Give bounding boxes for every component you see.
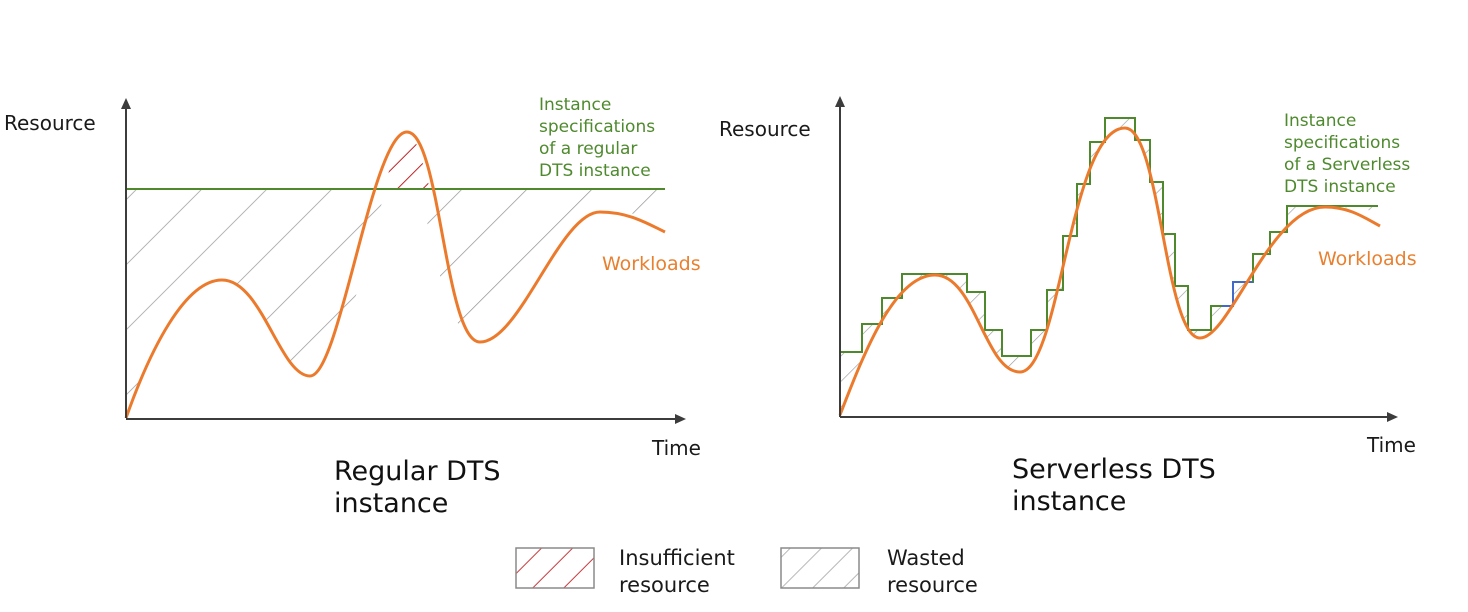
right-workload-label: Workloads xyxy=(1318,248,1417,270)
right-caption-line2: instance xyxy=(1012,486,1126,517)
left-spec-label-line1: Instance xyxy=(539,95,611,115)
right-spec-label-line4: DTS instance xyxy=(1284,177,1396,197)
right-chart: Resource Time Instance specifications of… xyxy=(719,96,1417,517)
left-workload-curve xyxy=(124,130,666,419)
right-spec-label-line3: of a Serverless xyxy=(1284,155,1410,175)
left-y-axis-label: Resource xyxy=(4,111,96,135)
right-spec-step-line xyxy=(840,117,1378,357)
left-insufficient-area xyxy=(385,132,430,189)
left-caption-line1: Regular DTS xyxy=(334,456,501,487)
left-x-axis-arrow xyxy=(675,414,686,424)
right-caption-line1: Serverless DTS xyxy=(1012,454,1216,485)
right-spec-label-line1: Instance xyxy=(1284,111,1356,131)
left-spec-label-line2: specifications xyxy=(539,117,655,137)
right-spec-label-line2: specifications xyxy=(1284,133,1400,153)
left-wasted-area xyxy=(126,189,665,418)
right-y-axis-label: Resource xyxy=(719,117,811,141)
right-y-axis-arrow xyxy=(835,96,845,107)
right-workload-curve xyxy=(838,126,1381,416)
left-workload-label: Workloads xyxy=(602,253,701,275)
legend-insufficient-line2: resource xyxy=(619,573,710,597)
right-x-axis-label: Time xyxy=(1366,433,1416,457)
legend-insufficient-line1: Insufficient xyxy=(619,546,735,570)
legend-wasted-swatch xyxy=(780,547,860,589)
left-caption-line2: instance xyxy=(334,488,448,519)
left-y-axis-arrow xyxy=(121,98,131,109)
left-spec-label-line4: DTS instance xyxy=(539,161,651,181)
right-blue-step xyxy=(1222,281,1253,307)
legend: Insufficient resource Wasted resource xyxy=(515,546,978,597)
left-x-axis-label: Time xyxy=(651,436,701,460)
legend-wasted-line1: Wasted xyxy=(887,546,965,570)
legend-insufficient-swatch xyxy=(515,547,595,589)
legend-wasted-line2: resource xyxy=(887,573,978,597)
left-spec-label-line3: of a regular xyxy=(539,139,637,159)
left-chart: Resource Time Instance specifications of… xyxy=(4,95,701,519)
right-x-axis-arrow xyxy=(1387,412,1398,422)
